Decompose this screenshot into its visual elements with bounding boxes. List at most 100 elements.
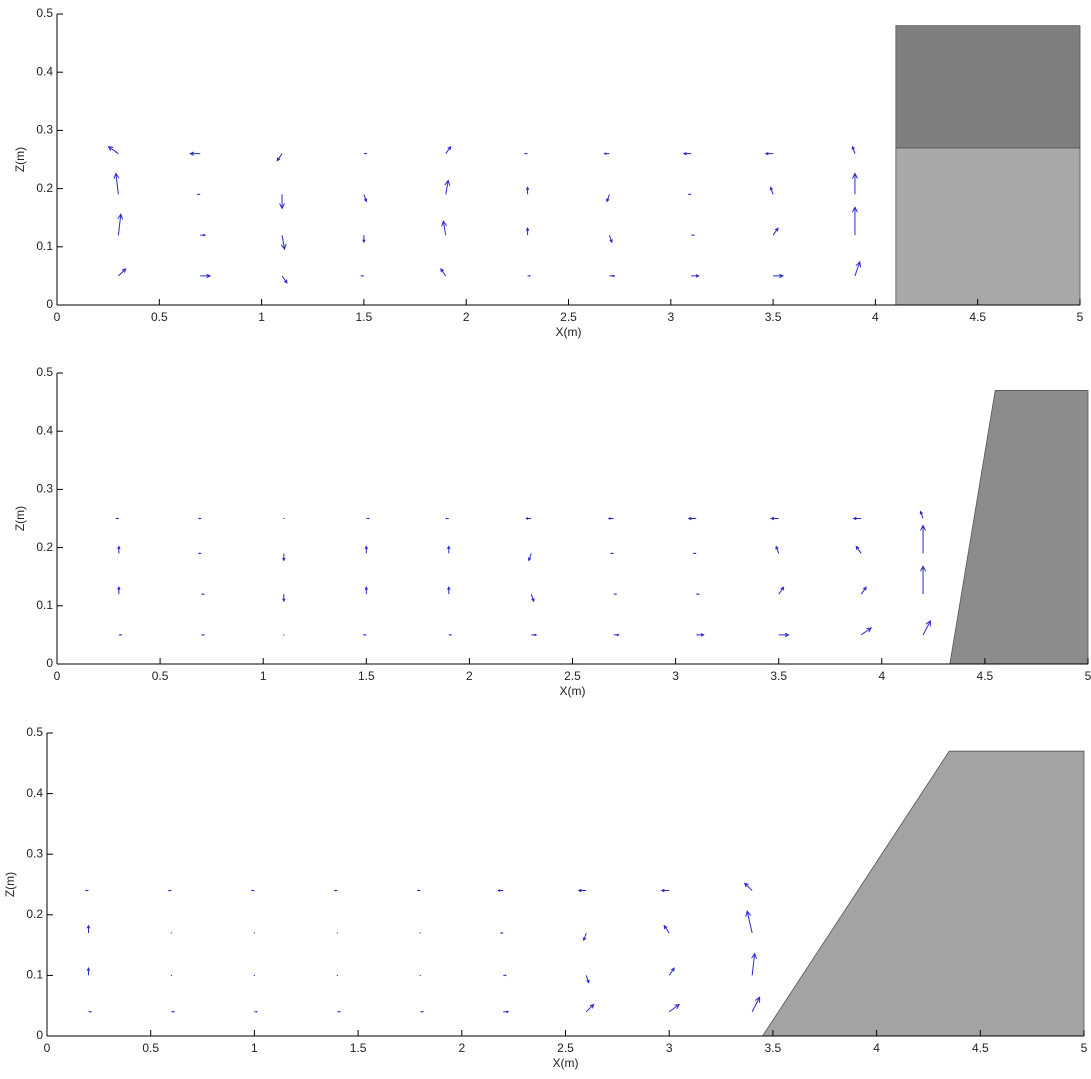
velocity-arrow [852,173,857,194]
velocity-arrow [114,173,119,194]
velocity-arrow [116,518,118,519]
velocity-arrow [198,194,200,195]
x-tick-label: 1.5 [350,1041,367,1055]
velocity-arrow [366,518,368,519]
velocity-arrow [586,1004,593,1011]
y-tick-label: 0 [36,1028,43,1042]
velocity-arrow [171,1011,173,1012]
velocity-arrow [364,194,367,201]
velocity-arrow [770,187,773,194]
y-tick-label: 0.2 [36,181,53,195]
velocity-arrow [365,587,367,594]
y-axis-label: Z(m) [13,506,27,531]
x-tick-label: 4.5 [977,669,994,683]
velocity-arrow [199,518,201,519]
x-tick-label: 0.5 [152,669,169,683]
velocity-arrow [669,968,674,975]
velocity-arrow [528,553,531,560]
y-tick-label: 0.5 [36,6,53,20]
velocity-arrow [277,154,282,161]
velocity-arrow [773,228,778,235]
y-tick-label: 0.2 [36,540,53,554]
x-tick-label: 1.5 [356,310,373,324]
velocity-arrow [420,1011,422,1012]
velocity-arrow [448,587,450,594]
velocity-arrow [852,207,857,235]
velocity-arrow [923,621,930,635]
x-tick-label: 3 [672,669,679,683]
velocity-arrow [118,587,120,594]
velocity-arrow [363,235,365,242]
y-axis-label: Z(m) [3,872,17,897]
velocity-arrow [254,1011,256,1012]
velocity-arrow [662,889,669,892]
velocity-arrow [614,634,619,636]
structure [896,148,1080,305]
x-axis-label: X(m) [556,325,582,339]
y-tick-label: 0.1 [26,968,43,982]
y-tick-label: 0 [46,297,53,311]
x-tick-label: 0 [54,669,61,683]
x-tick-label: 5 [1085,669,1091,683]
y-tick-label: 0.5 [26,725,43,739]
velocity-arrow [201,594,203,595]
velocity-arrow [501,933,503,934]
velocity-arrow [281,235,286,249]
velocity-arrow [771,517,778,520]
velocity-arrow [531,594,534,601]
velocity-arrow [503,975,505,976]
velocity-arrow [611,553,613,554]
velocity-arrow [200,234,205,236]
velocity-arrow [779,633,789,636]
y-tick-label: 0.5 [36,365,53,379]
y-tick-label: 0.1 [36,239,53,253]
x-tick-label: 0 [44,1041,51,1055]
velocity-arrow [449,634,451,635]
velocity-arrow [531,634,536,636]
x-tick-label: 2 [463,310,470,324]
velocity-arrow [861,587,866,594]
velocity-arrow [418,890,420,891]
x-tick-label: 1.5 [358,669,375,683]
velocity-arrow [579,889,586,892]
velocity-arrow [689,517,696,520]
x-tick-label: 2.5 [557,1041,574,1055]
velocity-arrow [498,890,503,892]
x-tick-label: 4.5 [969,310,986,324]
velocity-arrow [605,153,610,155]
velocity-arrow [920,512,923,519]
x-tick-label: 2 [466,669,473,683]
velocity-arrow [752,954,757,976]
y-tick-label: 0.4 [26,786,43,800]
x-tick-label: 1 [258,310,265,324]
velocity-arrow [364,634,366,635]
velocity-arrow [526,518,531,520]
velocity-arrow [607,194,610,201]
x-tick-label: 2.5 [560,310,577,324]
velocity-arrow [190,152,200,155]
x-axis-label: X(m) [553,1056,579,1070]
x-tick-label: 5 [1081,1041,1088,1055]
x-tick-label: 3.5 [770,669,787,683]
velocity-arrow [752,997,759,1012]
velocity-arrow [448,546,450,553]
velocity-arrow [526,228,528,235]
velocity-arrow [503,1011,508,1013]
velocity-arrow [691,275,698,278]
velocity-arrow [852,147,855,154]
x-tick-label: 0.5 [142,1041,159,1055]
velocity-arrow [118,269,125,276]
x-tick-label: 2 [458,1041,465,1055]
velocity-arrow [609,235,612,242]
velocity-arrow [335,890,337,891]
velocity-arrow [773,274,783,277]
y-tick-label: 0.3 [36,123,53,137]
velocity-arrow [109,147,119,154]
velocity-arrow [855,262,861,276]
x-tick-label: 3.5 [765,310,782,324]
velocity-arrow [361,275,363,276]
velocity-arrow [118,546,120,553]
y-tick-label: 0.4 [36,423,53,437]
velocity-arrow [921,525,926,553]
